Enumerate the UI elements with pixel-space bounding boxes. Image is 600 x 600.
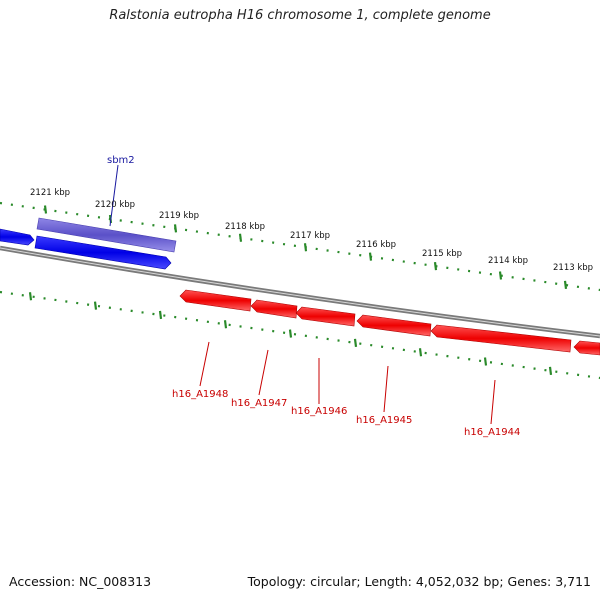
gene-labels: sbm2 h16_A1948 h16_A1947 h16_A1946 h16_A…	[107, 155, 520, 438]
major-tick	[498, 271, 503, 280]
scale-label: 2117 kbp	[290, 231, 330, 241]
reverse-gene-arrow[interactable]	[250, 299, 298, 319]
major-tick	[223, 320, 228, 329]
scale-label: 2114 kbp	[488, 256, 528, 266]
forward-gene-arrow[interactable]	[34, 235, 172, 270]
scale-label: 2118 kbp	[225, 222, 265, 232]
gene-label-sbm2[interactable]: sbm2	[107, 155, 135, 166]
major-tick	[158, 310, 163, 320]
reverse-gene-arrow[interactable]	[356, 314, 432, 337]
major-tick	[368, 252, 373, 261]
reverse-gene-arrow[interactable]	[179, 289, 252, 312]
label-leaders	[109, 164, 496, 425]
reverse-gene-arrow[interactable]	[430, 324, 572, 353]
scale-labels: 2121 kbp 2120 kbp 2119 kbp 2118 kbp 2117…	[30, 188, 593, 273]
gene-label[interactable]: h16_A1947	[231, 398, 287, 409]
rna-gene-sbm2[interactable]	[36, 217, 177, 253]
major-tick	[418, 348, 423, 357]
genome-backbone	[0, 245, 600, 339]
scale-label: 2119 kbp	[159, 211, 199, 221]
major-tick	[353, 338, 358, 348]
forward-gene-arrow[interactable]	[0, 228, 35, 246]
topology-summary: Topology: circular; Length: 4,052,032 bp…	[247, 574, 591, 589]
major-tick	[238, 233, 243, 242]
scale-label: 2120 kbp	[95, 200, 135, 210]
gene-label[interactable]: h16_A1946	[291, 406, 347, 417]
major-tick	[563, 280, 568, 290]
major-tick	[93, 301, 98, 310]
reverse-gene-arrow[interactable]	[573, 340, 600, 356]
reverse-genes	[179, 289, 600, 356]
major-tick	[173, 224, 178, 233]
reverse-gene-arrow[interactable]	[295, 306, 356, 327]
gene-label[interactable]: h16_A1945	[356, 415, 412, 426]
scale-label: 2121 kbp	[30, 188, 70, 198]
major-tick	[28, 292, 33, 301]
major-tick	[43, 205, 48, 214]
gene-label[interactable]: h16_A1948	[172, 389, 228, 400]
scale-label: 2115 kbp	[422, 249, 462, 259]
gene-label[interactable]: h16_A1944	[464, 427, 520, 438]
major-tick	[483, 357, 488, 366]
forward-genes	[0, 217, 177, 270]
major-tick	[433, 261, 438, 271]
major-tick	[548, 366, 553, 375]
map-title: Ralstonia eutropha H16 chromosome 1, com…	[109, 8, 491, 23]
major-tick	[288, 329, 293, 338]
accession-text: Accession: NC_008313	[9, 574, 152, 589]
major-ticks	[28, 205, 568, 375]
major-tick	[303, 243, 308, 252]
scale-label: 2116 kbp	[356, 240, 396, 250]
scale-label: 2113 kbp	[553, 263, 593, 273]
